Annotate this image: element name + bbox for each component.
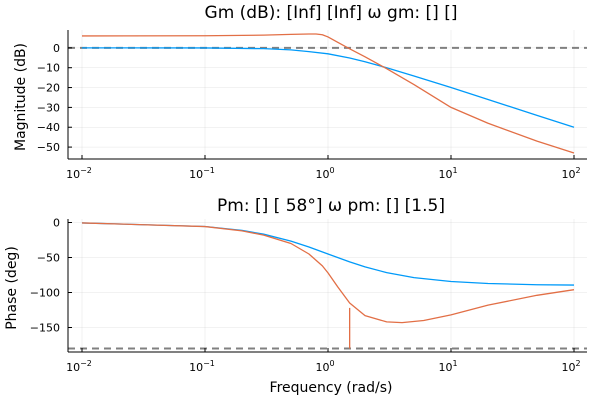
y-tick-label: −50 [37,141,60,154]
y-tick-label: −100 [30,287,60,300]
frequency-xlabel: Frequency (rad/s) [270,380,393,396]
phase-panel: Pm: [] [ 58°] ω pm: [] [1.5] Phase (deg)… [4,196,587,396]
magnitude-axes [67,30,587,160]
phase-title: Pm: [] [ 58°] ω pm: [] [1.5] [217,196,445,216]
phase-series [81,222,575,349]
magnitude-y-ticks: 0 −10 −20 −30 −40 −50 [37,42,72,154]
x-tick-label: 101 [438,359,457,374]
magnitude-panel: Gm (dB): [Inf] [Inf] ω gm: [] [] Magnitu… [13,3,587,181]
x-tick-label: 102 [561,166,580,181]
x-tick-label: 10−1 [189,359,215,374]
x-tick-label: 10−2 [66,166,92,181]
x-tick-label: 101 [438,166,457,181]
x-tick-label: 100 [315,166,334,181]
magnitude-ylabel: Magnitude (dB) [13,43,29,151]
magnitude-grid [68,30,587,159]
y-tick-label: 0 [53,217,60,230]
y-tick-label: −20 [37,82,60,95]
series-line-1 [81,222,575,324]
y-tick-label: −30 [37,101,60,114]
series-line-0 [81,47,575,128]
y-tick-label: −10 [37,62,60,75]
y-tick-label: −40 [37,121,60,134]
x-tick-label: 102 [561,359,580,374]
magnitude-series [81,33,575,154]
magnitude-x-ticks: 10−2 10−1 100 101 102 [66,155,581,181]
phase-grid [68,219,587,352]
x-tick-label: 100 [315,359,334,374]
x-tick-label: 10−1 [189,166,215,181]
phase-x-ticks: 10−2 10−1 100 101 102 [66,348,581,374]
y-tick-label: −150 [30,322,60,335]
y-tick-label: 0 [53,42,60,55]
y-tick-label: −50 [37,252,60,265]
phase-axes [67,219,587,353]
phase-ylabel: Phase (deg) [4,246,20,330]
phase-y-ticks: 0 −50 −100 −150 [30,217,72,335]
series-line-1 [81,33,575,154]
x-tick-label: 10−2 [66,359,92,374]
magnitude-title: Gm (dB): [Inf] [Inf] ω gm: [] [] [205,3,458,23]
